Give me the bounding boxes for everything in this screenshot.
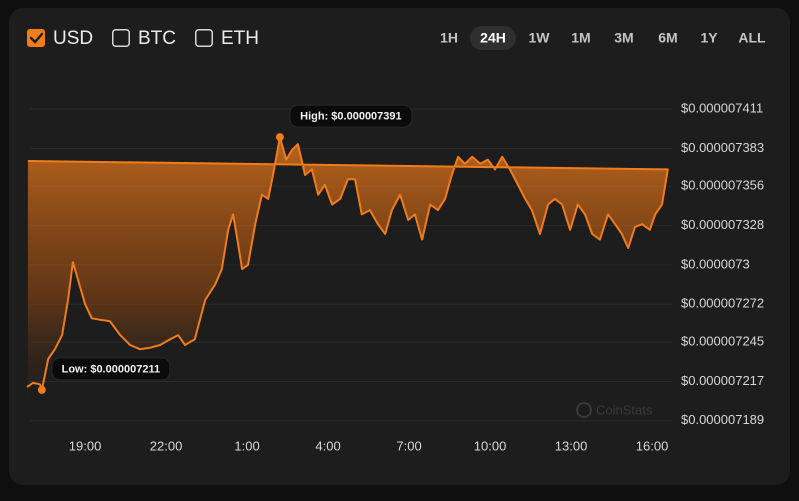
x-tick-label: 13:00 (555, 438, 588, 453)
y-tick-label: $0.000007383 (681, 140, 764, 155)
y-tick-label: $0.000007411 (681, 100, 763, 115)
low-tooltip (51, 357, 171, 381)
x-tick-label: 19:00 (69, 438, 102, 453)
y-tick-label: $0.000007189 (681, 412, 764, 427)
range-button[interactable]: 1H (440, 30, 458, 46)
x-tick-label: 4:00 (315, 438, 340, 453)
currency-label[interactable]: USD (53, 28, 93, 49)
card (9, 8, 790, 485)
x-tick-label: 7:00 (396, 438, 421, 453)
x-tick-label: 22:00 (150, 438, 183, 453)
currency-label[interactable]: ETH (221, 28, 259, 49)
checkmark (29, 32, 44, 44)
range-button[interactable]: 1Y (700, 30, 718, 46)
x-tick-label: 10:00 (474, 438, 507, 453)
price-area (27, 137, 668, 425)
watermark: CoinStats (596, 402, 653, 417)
range-button[interactable]: 3M (614, 30, 633, 46)
x-tick-label: 16:00 (636, 438, 669, 453)
watermark-logo (576, 402, 592, 418)
range-button[interactable]: ALL (738, 30, 766, 46)
high-dot (275, 133, 284, 142)
y-tick-label: $0.000007217 (681, 373, 764, 388)
y-tick-label: $0.000007328 (681, 217, 764, 232)
x-tick-label: 1:00 (234, 438, 259, 453)
checkbox[interactable] (195, 29, 213, 47)
y-tick-label: $0.0000073 (681, 256, 750, 271)
low-dot (37, 385, 46, 394)
high-label: High: $0.000007391 (300, 111, 402, 123)
range-button[interactable]: 1M (571, 30, 590, 46)
range-button[interactable]: 6M (658, 30, 677, 46)
low-label: Low: $0.000007211 (62, 363, 160, 375)
checkbox-checked[interactable] (27, 29, 45, 47)
y-tick-label: $0.000007356 (681, 178, 764, 193)
y-tick-label: $0.000007245 (681, 334, 764, 349)
range-selected-bg (470, 26, 516, 50)
currency-label[interactable]: BTC (138, 28, 176, 49)
checkbox[interactable] (112, 29, 130, 47)
y-tick-label: $0.000007272 (681, 296, 764, 311)
price-line (26, 136, 669, 391)
range-button[interactable]: 1W (529, 30, 551, 46)
high-tooltip (289, 104, 413, 128)
range-button[interactable]: 24H (480, 30, 506, 46)
